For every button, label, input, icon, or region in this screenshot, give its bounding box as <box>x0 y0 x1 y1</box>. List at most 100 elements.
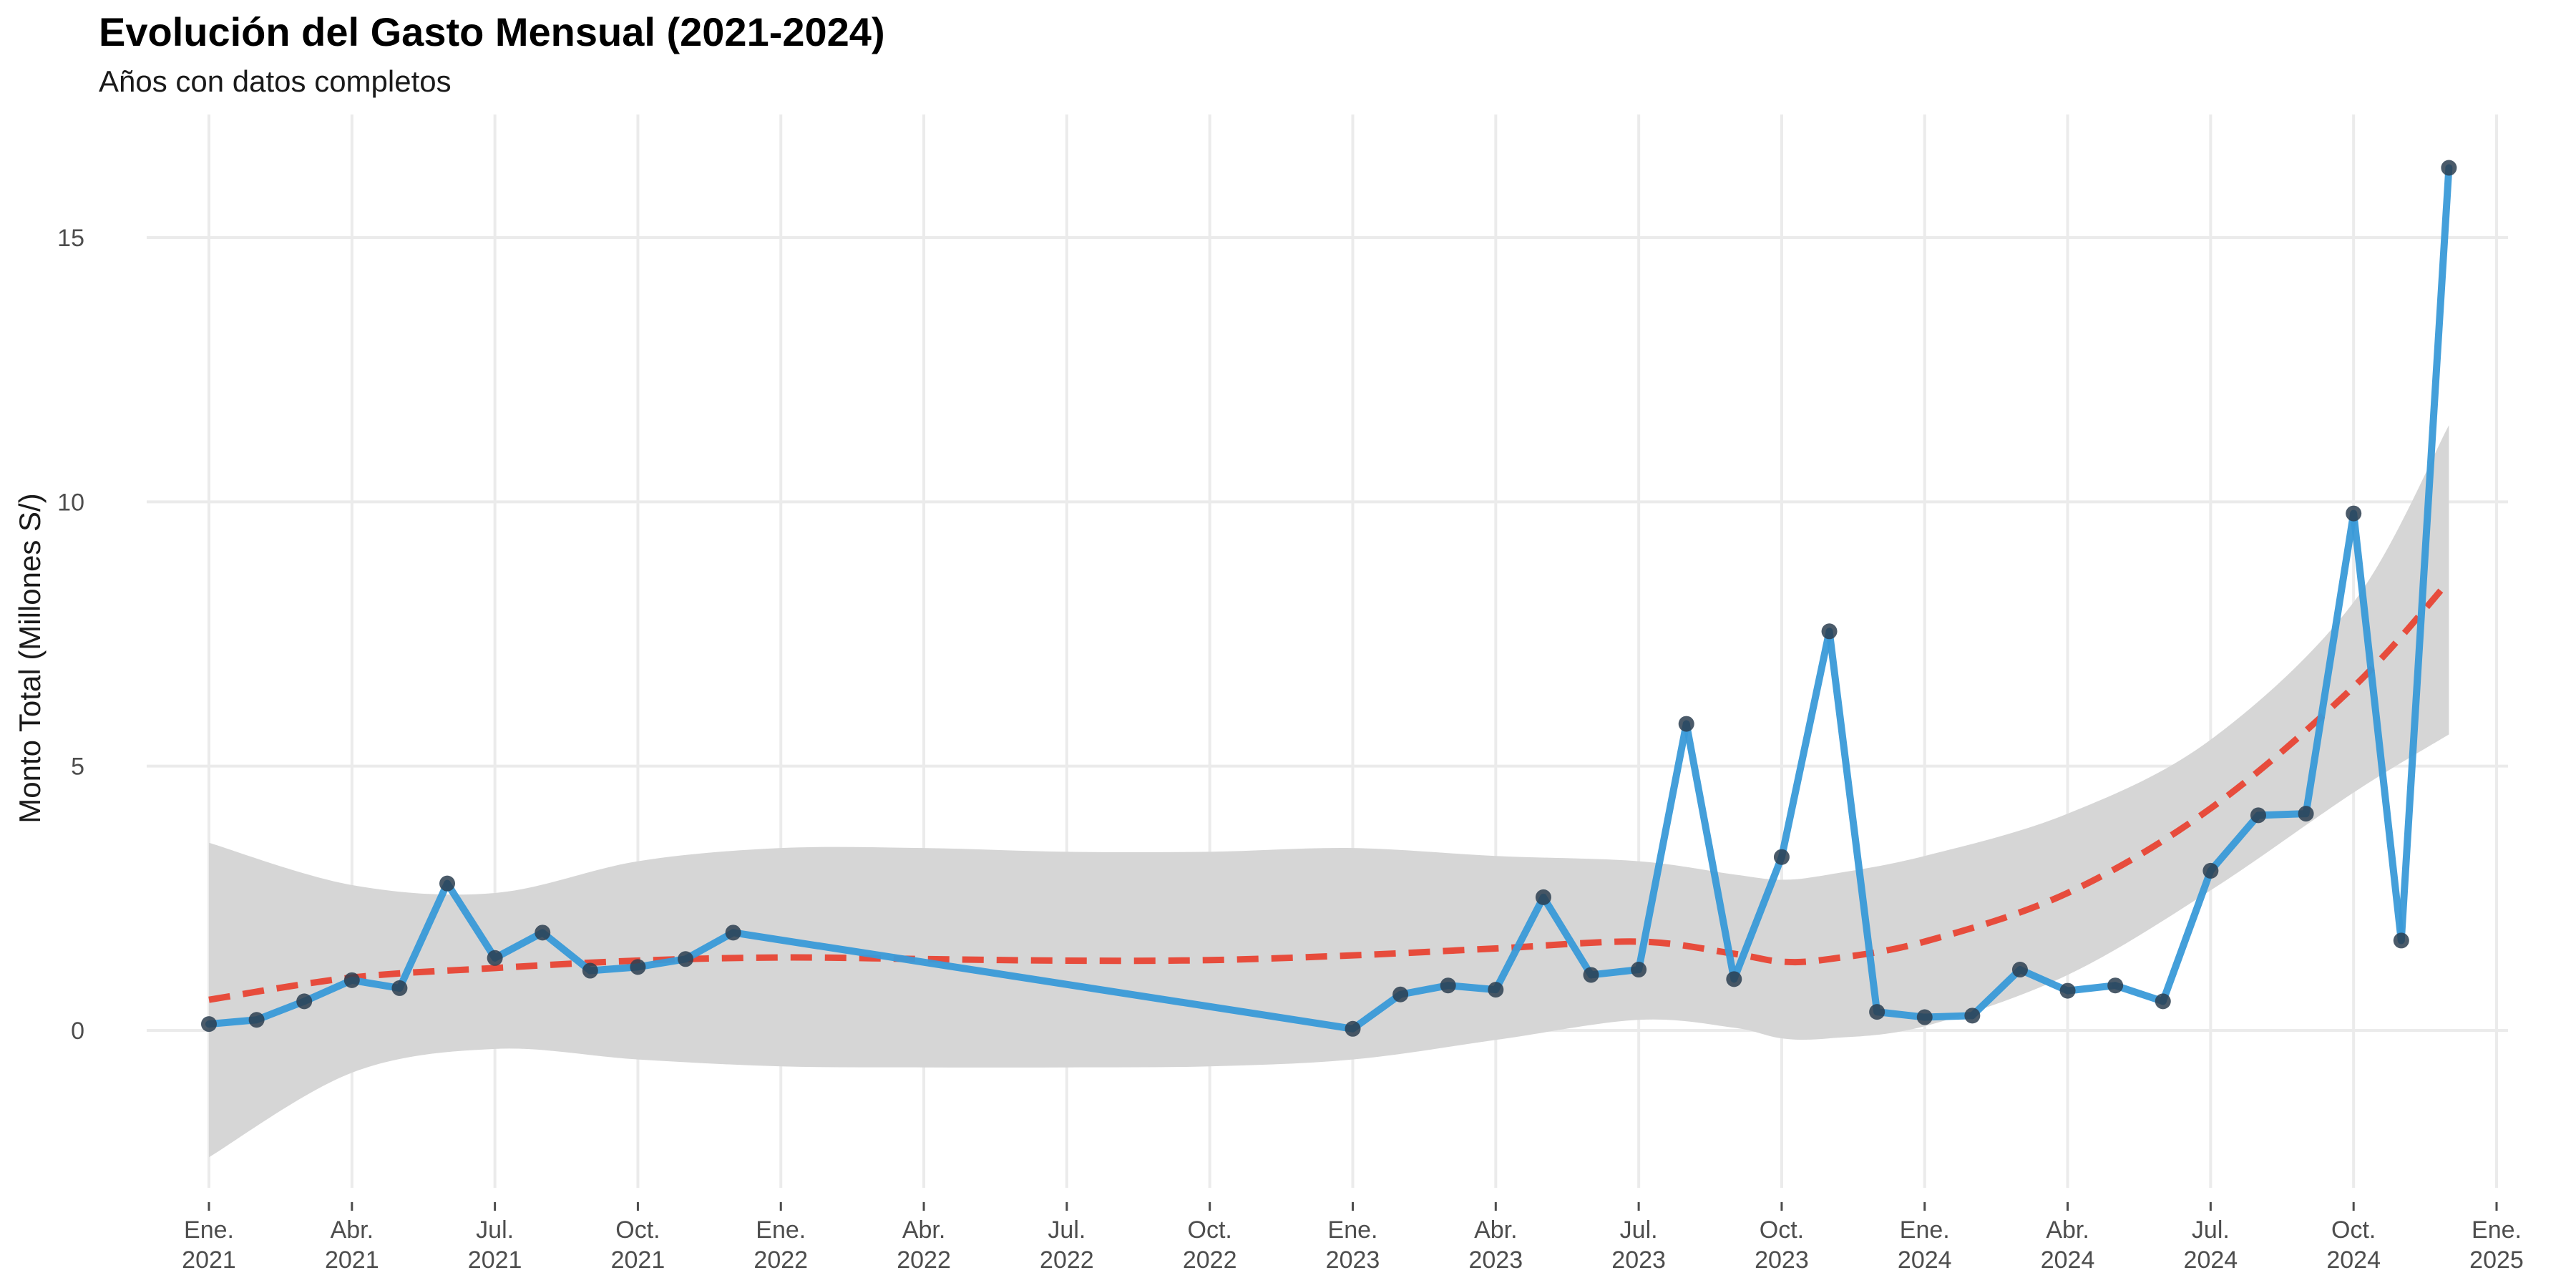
x-tick-label-year: 2023 <box>1755 1246 1809 1274</box>
data-point <box>630 959 646 975</box>
axis-tick-labels: 051015Ene.2021Abr.2021Jul.2021Oct.2021En… <box>57 225 2524 1274</box>
data-point <box>2059 982 2076 999</box>
series-line-segment <box>1349 990 1405 1033</box>
data-point <box>296 993 313 1010</box>
series-line-segment <box>1825 628 1881 1016</box>
y-tick-label: 0 <box>71 1018 84 1045</box>
series-line-segment <box>1873 1008 1928 1021</box>
spending-series <box>201 160 2457 1037</box>
x-tick-label-year: 2022 <box>753 1246 808 1274</box>
x-tick-label-month: Abr. <box>902 1216 945 1244</box>
x-tick-label-year: 2024 <box>1898 1246 1952 1274</box>
series-line-segment <box>1730 853 1785 983</box>
data-point <box>2393 932 2409 949</box>
x-tick-label-year: 2024 <box>2184 1246 2238 1274</box>
x-tick-label-month: Oct. <box>615 1216 660 1244</box>
trend-line <box>208 579 2451 1003</box>
series-line-segment <box>1635 720 1690 974</box>
x-tick-label-year: 2022 <box>897 1246 951 1274</box>
series-line-segment <box>1921 1012 1976 1021</box>
series-line-segment <box>1587 966 1643 979</box>
x-tick-label-month: Abr. <box>2046 1216 2089 1244</box>
series-line-segment <box>2112 982 2167 1005</box>
data-point <box>2346 505 2362 522</box>
x-tick-label-year: 2023 <box>1326 1246 1380 1274</box>
series-line-segment <box>2397 164 2453 945</box>
series-line-segment <box>2207 811 2262 874</box>
x-tick-label-year: 2023 <box>1611 1246 1666 1274</box>
x-tick-label-month: Abr. <box>1474 1216 1517 1244</box>
confidence-band <box>209 425 2449 1158</box>
series-line-segment <box>396 879 452 992</box>
data-point <box>1583 967 1599 983</box>
series-line-segment <box>1968 966 2024 1020</box>
series-line-segment <box>2159 867 2215 1005</box>
x-tick-label-year: 2024 <box>2041 1246 2095 1274</box>
data-point <box>535 924 551 941</box>
series-line-segment <box>1777 628 1833 861</box>
x-tick-label-month: Ene. <box>2472 1216 2522 1244</box>
data-point <box>1392 986 1409 1002</box>
data-point <box>2202 862 2219 879</box>
data-point <box>1964 1008 1981 1024</box>
series-line-segment <box>2064 982 2119 995</box>
data-point <box>1773 849 1790 865</box>
x-tick-label-year: 2022 <box>1040 1246 1094 1274</box>
chart-subtitle: Años con datos completos <box>99 64 452 98</box>
data-point <box>1631 962 1647 978</box>
x-tick-label-month: Jul. <box>476 1216 514 1244</box>
data-point <box>582 962 598 979</box>
x-tick-label-month: Jul. <box>2192 1216 2230 1244</box>
series-line-segment <box>1397 982 1452 998</box>
data-point <box>487 950 503 966</box>
series-line-segment <box>2350 509 2405 945</box>
data-point <box>725 924 741 941</box>
x-tick-label-month: Jul. <box>1620 1216 1658 1244</box>
series-line-segment <box>301 976 356 1005</box>
data-point <box>343 972 360 988</box>
x-tick-label-month: Ene. <box>756 1216 806 1244</box>
data-point <box>2298 806 2314 822</box>
x-tick-label-year: 2021 <box>468 1246 522 1274</box>
data-point <box>1345 1020 1361 1037</box>
x-tick-label-year: 2025 <box>2469 1246 2524 1274</box>
series-line-segment <box>2016 966 2072 995</box>
series-line-segment <box>2254 810 2310 819</box>
series-line-segment <box>729 929 1357 1033</box>
series-line-segment <box>348 976 404 992</box>
series-line-segment <box>1492 893 1547 994</box>
data-point <box>1488 982 1504 998</box>
x-tick-label-year: 2021 <box>611 1246 665 1274</box>
data-point <box>1678 716 1694 732</box>
series-line-segment <box>539 929 594 975</box>
series-line-segment <box>205 1016 260 1028</box>
chart-title: Evolución del Gasto Mensual (2021-2024) <box>99 9 885 54</box>
data-point <box>1869 1004 1885 1020</box>
data-point <box>1535 889 1551 905</box>
y-tick-label: 10 <box>57 489 84 516</box>
series-line-segment <box>1682 720 1738 983</box>
x-tick-label-month: Ene. <box>184 1216 234 1244</box>
x-tick-label-month: Oct. <box>1188 1216 1232 1244</box>
x-tick-label-year: 2023 <box>1468 1246 1523 1274</box>
x-tick-label-year: 2022 <box>1183 1246 1237 1274</box>
series-line-segment <box>1444 982 1500 994</box>
trend-dashed-line <box>208 579 2451 1003</box>
data-point <box>248 1012 265 1028</box>
y-tick-label: 5 <box>71 753 84 781</box>
series-line-segment <box>2302 509 2358 818</box>
series-line-segment <box>491 929 547 962</box>
data-point <box>2011 962 2028 978</box>
series-line-segment <box>634 955 690 971</box>
series-line-segment <box>253 997 308 1024</box>
x-tick-label-month: Abr. <box>331 1216 374 1244</box>
data-point <box>2250 807 2266 824</box>
x-tick-label-year: 2021 <box>325 1246 379 1274</box>
confidence-band-area <box>209 425 2449 1158</box>
x-tick-label-year: 2024 <box>2326 1246 2381 1274</box>
x-tick-label-month: Ene. <box>1328 1216 1378 1244</box>
data-point <box>678 951 694 967</box>
data-point <box>201 1016 217 1033</box>
series-line-segment <box>1539 893 1595 979</box>
series-line-segment <box>444 879 499 962</box>
